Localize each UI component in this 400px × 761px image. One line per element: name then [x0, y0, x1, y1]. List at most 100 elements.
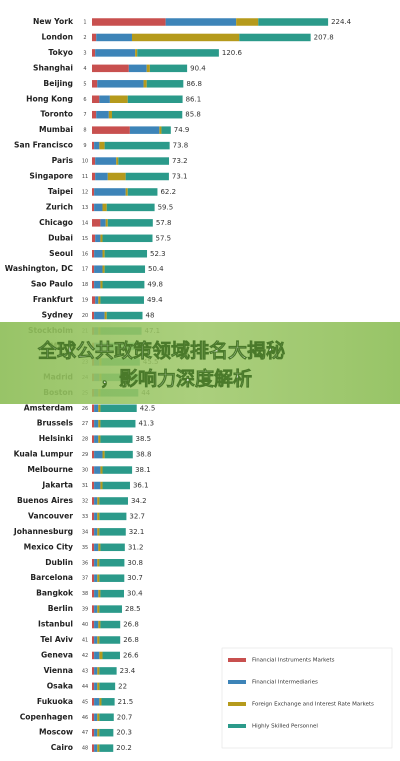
rank-label: 27: [82, 421, 88, 427]
bar-segment: [96, 110, 109, 119]
total-label: 57.8: [156, 219, 172, 227]
bar-segment: [236, 18, 259, 26]
bar-segment: [239, 33, 311, 42]
bar-segment: [95, 234, 101, 243]
total-label: 59.5: [158, 203, 174, 211]
total-label: 22: [118, 682, 127, 690]
bar-segment: [104, 311, 107, 320]
rank-label: 18: [82, 282, 88, 288]
legend-swatch: [228, 702, 246, 706]
rank-label: 20: [82, 313, 88, 319]
rank-label: 12: [82, 189, 88, 195]
bar-segment: [92, 559, 95, 567]
bar-segment: [100, 589, 124, 598]
bar-segment: [94, 559, 98, 567]
bar-segment: [92, 157, 96, 165]
rank-label: 39: [82, 607, 88, 613]
bar-segment: [94, 481, 101, 490]
city-label: Moscow: [39, 728, 73, 737]
bar-segment: [99, 574, 125, 582]
total-label: 26.6: [123, 651, 139, 659]
legend-label: Financial Intermediaries: [252, 680, 318, 686]
bar-segment: [137, 49, 219, 57]
bar-segment: [99, 528, 126, 536]
rank-label: 5: [83, 81, 86, 87]
bar-segment: [98, 296, 101, 304]
city-label: Istanbul: [38, 620, 73, 629]
bar-segment: [92, 728, 95, 737]
city-label: Amsterdam: [24, 403, 73, 412]
total-label: 42.5: [140, 404, 156, 412]
bar-segment: [118, 157, 170, 165]
bar-segment: [104, 250, 148, 258]
bar-segment: [92, 651, 95, 660]
total-label: 28.5: [125, 605, 141, 613]
bar-segment: [107, 219, 153, 227]
bar-segment: [159, 126, 162, 134]
bar-segment: [104, 265, 146, 273]
total-label: 85.8: [185, 111, 201, 119]
bar-segment: [146, 80, 184, 88]
city-label: Frankfurt: [33, 295, 73, 304]
city-label: Sydney: [42, 311, 73, 320]
bar-segment: [94, 419, 99, 428]
total-label: 26.8: [123, 636, 139, 644]
bar-segment: [95, 49, 136, 57]
rank-label: 11: [82, 174, 88, 180]
rank-label: 17: [82, 267, 88, 273]
bar-segment: [92, 589, 95, 598]
total-label: 34.2: [131, 497, 147, 505]
bar-segment: [94, 435, 99, 443]
bar-segment: [97, 713, 100, 721]
bar-segment: [97, 667, 100, 675]
city-label: Mumbai: [39, 125, 73, 134]
rank-label: 30: [82, 468, 88, 474]
rank-label: 10: [82, 159, 88, 165]
bar-segment: [92, 744, 95, 752]
total-label: 62.2: [160, 188, 176, 196]
bar-segment: [92, 234, 96, 243]
legend-swatch: [228, 680, 246, 684]
rank-label: 42: [82, 653, 88, 659]
bar-segment: [106, 203, 155, 212]
rank-label: 1: [83, 20, 86, 26]
bar-segment: [102, 265, 105, 273]
total-label: 120.6: [222, 49, 243, 57]
legend-label: Highly Skilled Personnel: [252, 724, 318, 730]
bar-segment: [92, 605, 95, 613]
bar-segment: [92, 18, 166, 26]
rank-label: 15: [82, 236, 88, 242]
city-label: Helsinki: [39, 434, 73, 443]
bar-segment: [100, 466, 103, 474]
city-label: Johannesburg: [13, 527, 73, 536]
banner-title: 全球公共政策领域排名大揭秘: [37, 339, 285, 362]
bar-segment: [102, 651, 120, 660]
total-label: 207.8: [314, 33, 334, 41]
bar-segment: [97, 80, 144, 88]
bar-segment: [94, 528, 98, 536]
city-label: Hong Kong: [26, 94, 73, 103]
city-label: Tokyo: [48, 48, 73, 57]
total-label: 38.8: [136, 451, 152, 459]
total-label: 73.2: [172, 157, 188, 165]
total-label: 90.4: [190, 64, 206, 72]
total-label: 20.3: [116, 729, 132, 737]
total-label: 38.1: [135, 466, 151, 474]
bar-segment: [128, 64, 147, 73]
total-label: 224.4: [331, 18, 352, 26]
city-label: Shanghai: [33, 63, 73, 72]
bar-segment: [92, 250, 95, 258]
bar-segment: [99, 559, 125, 567]
total-label: 20.2: [116, 744, 132, 752]
bar-segment: [92, 64, 129, 73]
bar-segment: [108, 110, 112, 119]
bar-segment: [97, 728, 100, 737]
bar-segment: [100, 435, 133, 443]
bar-segment: [95, 296, 99, 304]
banner-title: ，影响力深度解析: [100, 367, 252, 390]
rank-label: 9: [83, 143, 86, 149]
bar-segment: [94, 667, 98, 675]
bar-segment: [97, 512, 100, 521]
city-label: Toronto: [40, 110, 73, 119]
city-label: Melbourne: [27, 465, 73, 474]
